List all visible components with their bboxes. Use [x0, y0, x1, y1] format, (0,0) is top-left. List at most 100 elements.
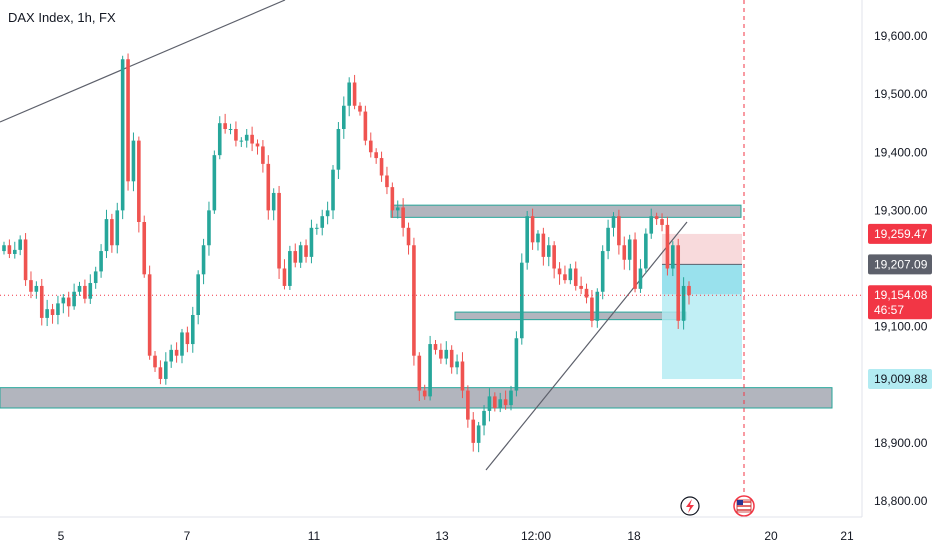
candle-body	[541, 233, 546, 257]
candle-body	[428, 344, 432, 397]
candle-body	[325, 210, 330, 217]
y-tick-label: 19,300.00	[874, 203, 928, 217]
candle-body	[654, 216, 659, 220]
candle-body	[352, 82, 357, 106]
candle-body	[406, 227, 411, 246]
candle-body	[660, 219, 664, 225]
candle-body	[56, 303, 60, 315]
candle-body	[519, 262, 524, 339]
y-tick-label: 18,800.00	[874, 494, 928, 508]
candle-body	[50, 309, 55, 315]
price-tag-current	[868, 285, 932, 320]
candle-body	[45, 309, 49, 318]
candle-body	[374, 152, 378, 159]
candle-body	[671, 245, 675, 269]
candle-body	[212, 155, 217, 211]
candle-body	[93, 271, 98, 284]
candle-body	[180, 332, 184, 356]
candle-body	[18, 239, 22, 250]
candle-body	[676, 245, 681, 321]
candle-body	[622, 245, 627, 260]
y-tick-label: 19,500.00	[874, 87, 928, 101]
x-tick-label: 13	[435, 529, 449, 543]
candle-body	[7, 245, 12, 254]
chart-title: DAX Index, 1h, FX	[8, 10, 116, 25]
candle-body	[600, 251, 605, 292]
trendlines-layer	[0, 0, 745, 517]
candle-body	[164, 361, 168, 379]
candle-body	[261, 146, 265, 164]
candle-body	[34, 285, 39, 292]
candle-body	[207, 210, 211, 246]
candle-body	[342, 105, 346, 129]
candle-body	[196, 274, 200, 315]
candle-body	[498, 399, 503, 408]
candle-body	[271, 192, 276, 211]
zone-middle-support	[454, 311, 687, 321]
candle-body	[649, 216, 654, 234]
candle-body	[579, 285, 583, 289]
candle-body	[471, 419, 476, 443]
candle-body	[331, 169, 335, 211]
price-tag-red	[868, 223, 932, 244]
candle-body	[336, 129, 341, 170]
candle-body	[277, 192, 281, 269]
trendline-rising	[485, 221, 688, 471]
candle-body	[282, 268, 287, 286]
candle-body	[568, 268, 573, 281]
zones-layer	[0, 204, 833, 409]
candle-body	[449, 349, 454, 368]
candle-body	[83, 285, 87, 299]
candle-body	[158, 367, 163, 379]
candle-body	[23, 239, 28, 281]
flash-event-icon	[680, 496, 700, 516]
candle-body	[552, 245, 556, 269]
candle-body	[466, 390, 470, 420]
y-tick-label: 19,400.00	[874, 145, 928, 159]
candle-body	[557, 268, 562, 275]
candle-body	[627, 239, 632, 260]
price-tag-label: 19,207.09	[874, 257, 928, 271]
candle-body	[266, 163, 271, 211]
price-tag-gray	[868, 254, 932, 275]
stop-loss-zone	[662, 233, 742, 265]
candle-body	[61, 297, 66, 304]
candle-body	[315, 227, 319, 229]
candle-body	[417, 355, 422, 391]
target-zone-upper	[662, 264, 742, 295]
candle-body	[147, 274, 152, 356]
candle-body	[422, 390, 427, 397]
candle-body	[190, 315, 195, 345]
candle-body	[401, 207, 405, 228]
candle-body	[638, 268, 643, 289]
candle-body	[509, 390, 513, 406]
candle-body	[687, 285, 691, 296]
candle-body	[433, 344, 438, 350]
candle-body	[444, 349, 449, 359]
us-flag-event-icon	[733, 495, 755, 517]
candle-body	[395, 207, 400, 211]
candle-body	[584, 288, 589, 298]
trendline-upper	[0, 0, 286, 123]
price-tag-label: 19,154.08	[874, 288, 928, 302]
candle-body	[2, 245, 6, 252]
zone-lower-support	[0, 387, 833, 409]
y-tick-label: 19,600.00	[874, 29, 928, 43]
candle-body	[120, 59, 125, 211]
candle-body	[110, 219, 114, 246]
candle-body	[363, 111, 368, 141]
candle-body	[665, 224, 670, 269]
x-tick-label: 21	[840, 529, 854, 543]
candle-body	[606, 227, 610, 252]
x-tick-label: 18	[627, 529, 641, 543]
candle-body	[573, 268, 578, 286]
x-tick-label: 20	[764, 529, 778, 543]
candle-body	[358, 105, 362, 112]
price-axis-bg	[862, 0, 932, 550]
candle-body	[239, 140, 244, 142]
flag-canton	[737, 500, 743, 505]
candle-body	[563, 274, 567, 281]
candle-body	[115, 210, 120, 246]
time-axis-bg	[0, 517, 932, 550]
